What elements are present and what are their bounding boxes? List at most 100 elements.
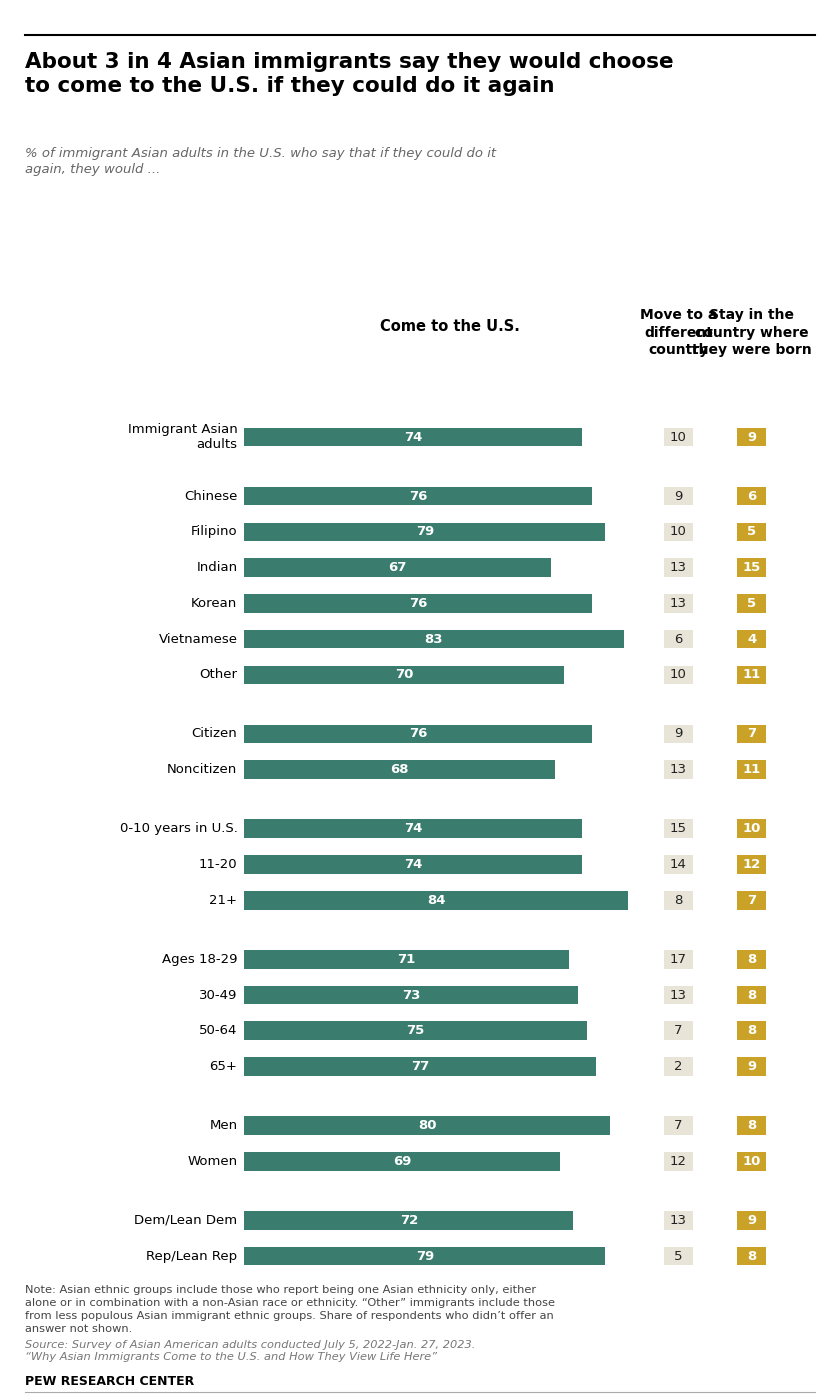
FancyBboxPatch shape bbox=[737, 522, 766, 542]
Bar bbox=[244, 1022, 587, 1040]
Text: 9: 9 bbox=[675, 728, 683, 741]
FancyBboxPatch shape bbox=[664, 559, 693, 577]
FancyBboxPatch shape bbox=[664, 665, 693, 685]
Bar bbox=[244, 1057, 596, 1075]
Text: 7: 7 bbox=[747, 893, 756, 907]
FancyBboxPatch shape bbox=[664, 1247, 693, 1266]
FancyBboxPatch shape bbox=[664, 1116, 693, 1135]
Bar bbox=[244, 1247, 606, 1266]
Text: 11: 11 bbox=[743, 668, 761, 682]
FancyBboxPatch shape bbox=[737, 1022, 766, 1040]
Text: 9: 9 bbox=[747, 431, 756, 444]
Text: 10: 10 bbox=[670, 431, 687, 444]
Text: 69: 69 bbox=[393, 1155, 411, 1168]
Text: Korean: Korean bbox=[192, 596, 238, 610]
Text: Dem/Lean Dem: Dem/Lean Dem bbox=[134, 1214, 238, 1226]
FancyBboxPatch shape bbox=[664, 951, 693, 969]
Text: 12: 12 bbox=[743, 858, 761, 871]
Text: 13: 13 bbox=[670, 561, 687, 574]
FancyBboxPatch shape bbox=[737, 665, 766, 685]
Bar bbox=[244, 428, 582, 447]
FancyBboxPatch shape bbox=[737, 1247, 766, 1266]
FancyBboxPatch shape bbox=[737, 559, 766, 577]
Text: 72: 72 bbox=[400, 1214, 418, 1226]
Bar bbox=[244, 522, 606, 542]
Text: 9: 9 bbox=[747, 1060, 756, 1072]
FancyBboxPatch shape bbox=[664, 760, 693, 778]
Text: 7: 7 bbox=[675, 1025, 683, 1037]
Text: Ages 18-29: Ages 18-29 bbox=[162, 953, 238, 966]
Text: 8: 8 bbox=[747, 988, 756, 1001]
Text: 8: 8 bbox=[747, 1119, 756, 1133]
Bar bbox=[244, 951, 569, 969]
Text: 70: 70 bbox=[395, 668, 413, 682]
Text: 13: 13 bbox=[670, 1214, 687, 1226]
Bar bbox=[244, 487, 591, 505]
Text: 8: 8 bbox=[747, 1025, 756, 1037]
Text: Note: Asian ethnic groups include those who report being one Asian ethnicity onl: Note: Asian ethnic groups include those … bbox=[25, 1285, 555, 1334]
Text: 5: 5 bbox=[747, 596, 756, 610]
Text: Women: Women bbox=[187, 1155, 238, 1168]
Text: 5: 5 bbox=[747, 525, 756, 539]
FancyBboxPatch shape bbox=[664, 522, 693, 542]
Text: Rep/Lean Rep: Rep/Lean Rep bbox=[146, 1250, 238, 1263]
FancyBboxPatch shape bbox=[664, 819, 693, 839]
Text: 67: 67 bbox=[388, 561, 407, 574]
Text: 74: 74 bbox=[404, 822, 423, 836]
Text: 7: 7 bbox=[747, 728, 756, 741]
Text: 8: 8 bbox=[675, 893, 683, 907]
FancyBboxPatch shape bbox=[737, 487, 766, 505]
Text: % of immigrant Asian adults in the U.S. who say that if they could do it
again, : % of immigrant Asian adults in the U.S. … bbox=[25, 147, 496, 176]
FancyBboxPatch shape bbox=[737, 428, 766, 447]
Text: 74: 74 bbox=[404, 431, 423, 444]
Text: 13: 13 bbox=[670, 596, 687, 610]
Text: 79: 79 bbox=[416, 525, 434, 539]
FancyBboxPatch shape bbox=[664, 630, 693, 648]
Bar bbox=[244, 855, 582, 874]
Text: Vietnamese: Vietnamese bbox=[159, 633, 238, 645]
Text: Filipino: Filipino bbox=[191, 525, 238, 539]
FancyBboxPatch shape bbox=[737, 725, 766, 743]
Text: Move to a
different
country: Move to a different country bbox=[640, 308, 717, 357]
Text: Chinese: Chinese bbox=[184, 490, 238, 503]
Text: 30-49: 30-49 bbox=[199, 988, 238, 1001]
Text: Indian: Indian bbox=[197, 561, 238, 574]
Text: 79: 79 bbox=[416, 1250, 434, 1263]
Bar bbox=[244, 665, 564, 685]
Bar bbox=[244, 890, 628, 910]
Text: Noncitizen: Noncitizen bbox=[167, 763, 238, 776]
Bar bbox=[244, 594, 591, 613]
Text: PEW RESEARCH CENTER: PEW RESEARCH CENTER bbox=[25, 1375, 194, 1387]
Text: 75: 75 bbox=[407, 1025, 425, 1037]
FancyBboxPatch shape bbox=[737, 1057, 766, 1075]
FancyBboxPatch shape bbox=[664, 594, 693, 613]
FancyBboxPatch shape bbox=[664, 1152, 693, 1170]
Text: 77: 77 bbox=[411, 1060, 429, 1072]
Text: 0-10 years in U.S.: 0-10 years in U.S. bbox=[119, 822, 238, 836]
Text: 2: 2 bbox=[675, 1060, 683, 1072]
Bar bbox=[244, 1152, 559, 1170]
Text: 9: 9 bbox=[747, 1214, 756, 1226]
Text: 10: 10 bbox=[670, 668, 687, 682]
Text: 6: 6 bbox=[747, 490, 756, 503]
Text: 21+: 21+ bbox=[209, 893, 238, 907]
Text: 11-20: 11-20 bbox=[199, 858, 238, 871]
Text: 14: 14 bbox=[670, 858, 687, 871]
FancyBboxPatch shape bbox=[737, 819, 766, 839]
Bar bbox=[244, 986, 578, 1004]
Text: 76: 76 bbox=[409, 728, 428, 741]
Text: 83: 83 bbox=[425, 633, 444, 645]
FancyBboxPatch shape bbox=[737, 1152, 766, 1170]
Text: 15: 15 bbox=[670, 822, 687, 836]
FancyBboxPatch shape bbox=[664, 1057, 693, 1075]
FancyBboxPatch shape bbox=[664, 890, 693, 910]
FancyBboxPatch shape bbox=[737, 986, 766, 1004]
Text: 8: 8 bbox=[747, 1250, 756, 1263]
FancyBboxPatch shape bbox=[737, 630, 766, 648]
FancyBboxPatch shape bbox=[737, 1211, 766, 1229]
Text: 7: 7 bbox=[675, 1119, 683, 1133]
Text: 74: 74 bbox=[404, 858, 423, 871]
Text: 11: 11 bbox=[743, 763, 761, 776]
FancyBboxPatch shape bbox=[664, 855, 693, 874]
Text: 17: 17 bbox=[670, 953, 687, 966]
